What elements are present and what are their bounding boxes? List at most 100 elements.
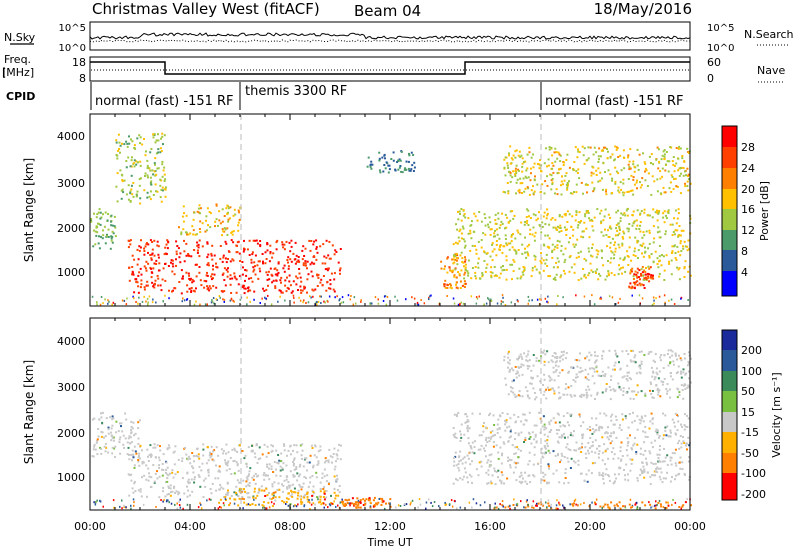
scatter-cell-6	[508, 248, 511, 251]
scatter-cell-8	[639, 278, 641, 281]
scatter-cell-1	[151, 169, 154, 172]
scatter-cell-2	[312, 243, 315, 246]
scatter-cell-7	[509, 174, 512, 177]
scatter-cell-1	[152, 464, 155, 466]
scatter-cell-4	[469, 451, 472, 454]
scatter-cell-5	[650, 392, 653, 395]
scatter-cell-1	[188, 481, 191, 484]
scatter-cell-5	[562, 353, 565, 356]
scatter-cell-4	[464, 413, 467, 415]
scatter-cell-6	[620, 267, 623, 270]
scatter-cell-5	[579, 395, 582, 398]
scatter-cell-7	[607, 169, 610, 172]
scatter-cell-5	[443, 285, 446, 288]
scatter-cell-4	[533, 446, 536, 449]
scatter-cell-4	[524, 480, 527, 483]
scatter-cell-1	[252, 495, 255, 498]
scatter-cell-7	[547, 164, 550, 167]
ground-noise-cell	[600, 297, 602, 300]
scatter-cell-4	[659, 478, 662, 481]
scatter-cell-6	[624, 214, 627, 217]
scatter-cell-7	[599, 179, 602, 182]
scatter-cell-7	[552, 171, 555, 174]
scatter-cell-6	[613, 253, 616, 256]
ground-noise-cell	[497, 507, 500, 510]
scatter-cell-8	[643, 287, 646, 289]
scatter-cell-7	[619, 154, 622, 157]
scatter-cell-2	[281, 291, 284, 294]
scatter-cell-7	[663, 153, 666, 156]
scatter-cell-5	[526, 394, 529, 397]
scatter-cell-4	[598, 429, 601, 432]
scatter-cell-2	[298, 261, 301, 263]
scatter-cell-2	[326, 269, 329, 272]
scatter-cell-7	[587, 157, 590, 160]
scatter-cell-6	[628, 223, 631, 225]
scatter-cell-7	[558, 168, 560, 171]
scatter-cell-1	[150, 148, 153, 150]
ground-noise-cell	[268, 506, 271, 509]
scatter-cell-6	[491, 259, 494, 262]
scatter-cell-6	[641, 501, 644, 504]
scatter-cell-6	[628, 236, 631, 239]
power-ylabel: Slant Range [km]	[22, 158, 36, 262]
scatter-cell-4	[678, 439, 681, 442]
scatter-cell-4	[612, 457, 615, 460]
scatter-cell-1	[316, 463, 319, 466]
scatter-cell-6	[596, 208, 599, 211]
ground-noise-cell	[577, 504, 579, 507]
scatter-cell-2	[158, 262, 161, 265]
scatter-cell-6	[665, 501, 668, 504]
scatter-cell-7	[569, 192, 572, 195]
ground-noise-cell	[516, 299, 519, 302]
scatter-cell-0	[100, 412, 102, 415]
scatter-cell-6	[469, 249, 472, 252]
scatter-cell-4	[469, 463, 472, 466]
scatter-cell-5	[685, 372, 688, 375]
scatter-cell-6	[477, 266, 480, 269]
ground-noise-cell	[307, 301, 310, 304]
scatter-cell-2	[317, 501, 320, 504]
scatter-cell-6	[558, 226, 561, 229]
scatter-cell-6	[665, 507, 668, 509]
scatter-cell-5	[530, 369, 533, 372]
scatter-cell-1	[127, 473, 130, 476]
scatter-cell-1	[160, 150, 163, 153]
scatter-cell-2	[191, 281, 194, 284]
scatter-cell-6	[548, 237, 551, 240]
scatter-cell-4	[608, 475, 610, 478]
scatter-cell-6	[483, 213, 486, 216]
ground-noise-cell	[556, 303, 558, 306]
scatter-cell-4	[598, 425, 601, 428]
scatter-cell-4	[605, 468, 608, 471]
scatter-cell-6	[558, 230, 561, 233]
scatter-cell-2	[306, 498, 309, 501]
scatter-cell-7	[554, 192, 556, 195]
scatter-cell-5	[684, 373, 687, 376]
scatter-cell-1	[210, 445, 213, 448]
scatter-cell-6	[656, 263, 659, 265]
ground-noise-cell	[197, 506, 200, 509]
scatter-cell-4	[688, 456, 691, 459]
scatter-cell-4	[559, 461, 561, 464]
scatter-cell-4	[680, 446, 683, 449]
ground-noise-cell	[668, 299, 670, 302]
ground-noise-cell	[504, 304, 507, 306]
ground-noise-cell	[162, 300, 164, 303]
scatter-cell-2	[149, 254, 152, 256]
ground-noise-cell	[395, 506, 397, 509]
scatter-cell-5	[554, 352, 557, 355]
scatter-cell-6	[590, 269, 593, 272]
scatter-cell-5	[686, 364, 689, 367]
scatter-cell-1	[172, 451, 175, 454]
scatter-cell-6	[545, 253, 548, 256]
scatter-cell-5	[579, 370, 582, 373]
scatter-cell-6	[529, 217, 532, 219]
ground-noise-cell	[653, 302, 655, 305]
scatter-cell-1	[164, 188, 167, 191]
ground-noise-cell	[562, 504, 564, 507]
scatter-cell-5	[449, 286, 452, 289]
scatter-cell-6	[686, 249, 689, 252]
scatter-cell-0	[97, 242, 100, 245]
scatter-cell-4	[564, 472, 567, 474]
